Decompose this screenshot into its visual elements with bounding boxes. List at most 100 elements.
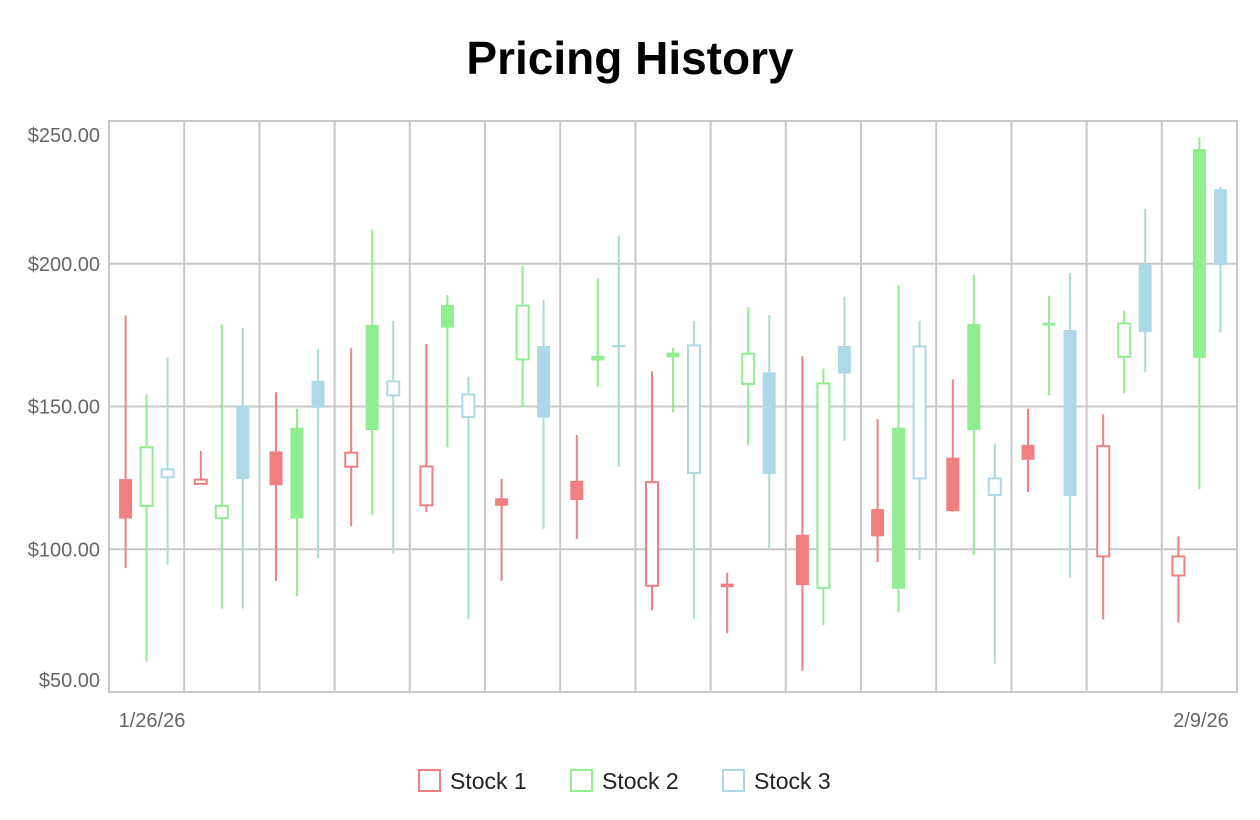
candle-body bbox=[967, 324, 981, 431]
candle-body bbox=[495, 498, 509, 506]
candle-body bbox=[946, 457, 960, 512]
candle-body bbox=[1117, 322, 1132, 358]
x-tick-label: 1/26/26 bbox=[119, 710, 186, 732]
candle-stock-2 bbox=[666, 347, 680, 413]
candle-body bbox=[311, 380, 325, 408]
candle-body bbox=[236, 405, 250, 479]
candle-body bbox=[795, 534, 809, 586]
legend-swatch bbox=[418, 769, 441, 792]
candle-body bbox=[1063, 330, 1077, 497]
candle-stock-3 bbox=[1213, 186, 1227, 333]
candle-body bbox=[612, 344, 626, 348]
candle-body bbox=[1096, 445, 1111, 558]
candle-stock-3 bbox=[762, 315, 776, 549]
candle-body bbox=[419, 465, 434, 507]
legend-label: Stock 3 bbox=[754, 768, 831, 794]
candle-body bbox=[762, 372, 776, 475]
candle-stock-3 bbox=[386, 320, 401, 554]
y-tick-label: $250.00 bbox=[28, 125, 100, 147]
candle-body bbox=[591, 355, 605, 361]
grid bbox=[108, 120, 1238, 693]
candle-stock-1 bbox=[795, 356, 809, 671]
candle-body bbox=[1021, 444, 1035, 460]
candle-stock-1 bbox=[1021, 408, 1035, 493]
candle-body bbox=[912, 345, 927, 480]
x-axis: 1/26/26 2/9/26 bbox=[119, 710, 1229, 732]
candle-body bbox=[987, 477, 1002, 497]
legend-item-1: Stock 1 bbox=[418, 768, 527, 794]
legend-label: Stock 2 bbox=[602, 768, 679, 794]
candle-body bbox=[537, 346, 551, 418]
candle-body bbox=[386, 380, 401, 397]
candle-body bbox=[290, 427, 304, 519]
candle-stock-2 bbox=[1192, 137, 1206, 490]
candle-stock-1 bbox=[495, 479, 509, 581]
candle-stock-3 bbox=[687, 320, 701, 619]
legend-label: Stock 1 bbox=[450, 768, 527, 794]
candle-stock-3 bbox=[236, 327, 250, 609]
candle-body bbox=[344, 451, 359, 468]
y-tick-label: $100.00 bbox=[28, 539, 100, 561]
candle-body bbox=[1192, 149, 1206, 358]
candle-stock-3 bbox=[461, 376, 476, 620]
candle-stock-1 bbox=[1171, 536, 1186, 623]
candle-stock-1 bbox=[645, 371, 659, 611]
candle-body bbox=[461, 393, 476, 419]
candle-stock-3 bbox=[987, 443, 1002, 664]
candle-stock-2 bbox=[591, 278, 605, 387]
candle-stock-3 bbox=[837, 296, 851, 441]
candle-body bbox=[440, 304, 454, 328]
candle-body bbox=[720, 583, 734, 588]
candle-stock-2 bbox=[967, 274, 981, 555]
candle-stock-3 bbox=[1138, 208, 1152, 373]
candle-body bbox=[1042, 322, 1056, 326]
candle-stock-3 bbox=[612, 235, 626, 467]
y-tick-label: $50.00 bbox=[39, 670, 100, 692]
candle-body bbox=[1213, 189, 1227, 266]
candle-stock-3 bbox=[160, 357, 175, 565]
candle-stock-2 bbox=[1117, 310, 1132, 394]
candle-body bbox=[816, 382, 831, 589]
candle-stock-1 bbox=[119, 315, 133, 569]
candle-stock-3 bbox=[311, 349, 325, 559]
candle-stock-1 bbox=[269, 392, 283, 581]
candle-stock-2 bbox=[515, 265, 530, 408]
legend: Stock 1 Stock 2 Stock 3 bbox=[418, 768, 831, 794]
legend-swatch bbox=[722, 769, 745, 792]
candle-body bbox=[666, 352, 680, 358]
candle-stock-2 bbox=[816, 368, 831, 626]
candle-stock-1 bbox=[570, 435, 584, 539]
y-tick-label: $200.00 bbox=[28, 254, 100, 276]
candle-body bbox=[1171, 555, 1186, 577]
candle-stock-1 bbox=[344, 348, 359, 527]
y-axis: $50.00 $100.00 $150.00 $200.00 $250.00 bbox=[28, 125, 100, 692]
candle-stock-2 bbox=[365, 229, 379, 515]
legend-swatch bbox=[570, 769, 593, 792]
candle-body bbox=[892, 427, 906, 589]
candle-stock-2 bbox=[741, 307, 756, 446]
candle-stock-2 bbox=[290, 408, 304, 597]
candle-stock-1 bbox=[946, 379, 960, 512]
candle-body bbox=[570, 480, 584, 501]
candles bbox=[119, 137, 1227, 671]
candle-body bbox=[139, 446, 154, 507]
candle-stock-2 bbox=[440, 295, 454, 448]
candle-body bbox=[871, 509, 885, 537]
x-tick-label: 2/9/26 bbox=[1173, 710, 1229, 732]
candle-body bbox=[687, 344, 701, 475]
candle-body bbox=[1138, 264, 1152, 332]
candle-body bbox=[365, 324, 379, 431]
candle-body bbox=[269, 451, 283, 486]
candle-body bbox=[515, 304, 530, 361]
candle-body bbox=[193, 478, 208, 485]
candle-stock-3 bbox=[912, 320, 927, 560]
candle-stock-1 bbox=[419, 343, 434, 513]
candle-stock-1 bbox=[720, 572, 734, 634]
candle-stock-2 bbox=[892, 285, 906, 613]
candle-body bbox=[645, 481, 659, 587]
legend-item-2: Stock 2 bbox=[570, 768, 679, 794]
candle-body bbox=[119, 479, 133, 519]
candle-body bbox=[214, 504, 229, 520]
candle-body bbox=[837, 346, 851, 374]
